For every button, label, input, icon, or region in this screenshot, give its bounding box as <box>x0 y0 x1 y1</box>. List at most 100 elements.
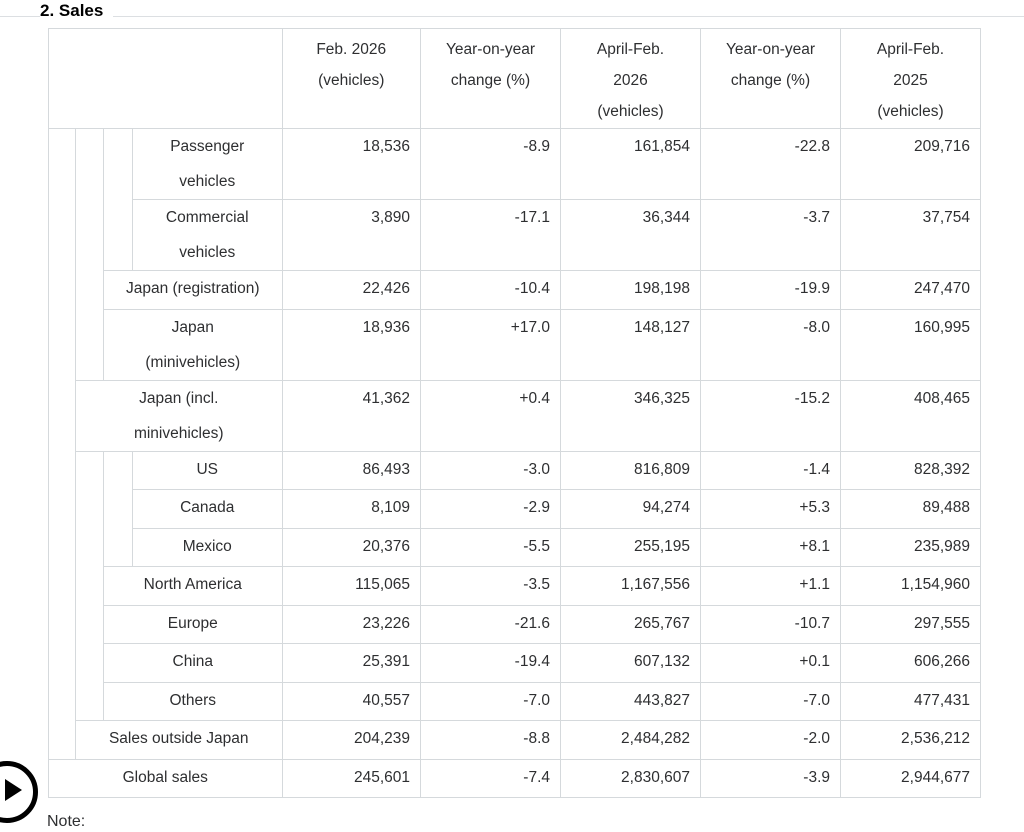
value-cell: -3.7 <box>700 199 841 271</box>
value-cell: +17.0 <box>420 308 561 381</box>
column-header: April-Feb. 2025 (vehicles) <box>840 28 981 129</box>
page-title: 2. Sales <box>40 1 114 21</box>
table-row: Japan (registration) 22,426 -10.4 198,19… <box>49 270 981 310</box>
table-row: China 25,391 -19.4 607,132 +0.1 606,266 <box>49 643 981 683</box>
row-label: Europe <box>103 604 283 644</box>
table-row: Others 40,557 -7.0 443,827 -7.0 477,431 <box>49 681 981 721</box>
value-cell: -5.5 <box>420 527 561 567</box>
value-cell: 235,989 <box>840 527 981 567</box>
indent-cell <box>103 128 133 271</box>
column-header: Year-on-year change (%) <box>700 28 841 129</box>
value-cell: 1,167,556 <box>560 566 701 606</box>
value-cell: 37,754 <box>840 199 981 271</box>
table-row: Global sales 245,601 -7.4 2,830,607 -3.9… <box>48 758 981 798</box>
value-cell: 115,065 <box>281 566 421 606</box>
value-cell: +0.4 <box>420 379 561 452</box>
row-label: US <box>132 450 283 490</box>
value-cell: 89,488 <box>840 489 981 529</box>
value-cell: 161,854 <box>560 128 701 200</box>
value-cell: 2,536,212 <box>840 720 981 760</box>
row-label: Passenger vehicles <box>132 128 283 200</box>
value-cell: -7.0 <box>420 681 561 721</box>
value-cell: 2,830,607 <box>560 758 701 798</box>
value-cell: -10.4 <box>420 270 561 310</box>
value-cell: 247,470 <box>840 270 981 310</box>
value-cell: -19.4 <box>420 643 561 683</box>
indent-cell <box>75 128 104 381</box>
row-label: Global sales <box>48 758 283 798</box>
row-label: Commercial vehicles <box>132 199 283 271</box>
value-cell: +0.1 <box>700 643 841 683</box>
value-cell: -10.7 <box>700 604 841 644</box>
value-cell: -8.8 <box>420 720 561 760</box>
value-cell: -8.9 <box>420 128 561 200</box>
value-cell: 94,274 <box>560 489 701 529</box>
note-label: Note: <box>47 813 86 830</box>
value-cell: 25,391 <box>281 643 421 683</box>
value-cell: 2,484,282 <box>560 720 701 760</box>
column-header: Feb. 2026 (vehicles) <box>281 28 421 129</box>
value-cell: 606,266 <box>840 643 981 683</box>
value-cell: -2.0 <box>700 720 841 760</box>
value-cell: 20,376 <box>281 527 421 567</box>
row-label: Sales outside Japan <box>75 720 283 760</box>
indent-cell <box>75 450 104 721</box>
value-cell: -7.0 <box>700 681 841 721</box>
corner-cell <box>48 28 283 129</box>
play-button[interactable] <box>0 761 38 823</box>
value-cell: -3.0 <box>420 450 561 490</box>
sales-table: Feb. 2026 (vehicles) Year-on-year change… <box>48 28 981 798</box>
value-cell: -19.9 <box>700 270 841 310</box>
value-cell: 41,362 <box>281 379 421 452</box>
value-cell: 36,344 <box>560 199 701 271</box>
value-cell: 86,493 <box>281 450 421 490</box>
value-cell: -3.9 <box>700 758 841 798</box>
value-cell: 255,195 <box>560 527 701 567</box>
value-cell: 828,392 <box>840 450 981 490</box>
value-cell: 2,944,677 <box>840 758 981 798</box>
value-cell: -15.2 <box>700 379 841 452</box>
table-row: Europe 23,226 -21.6 265,767 -10.7 297,55… <box>49 604 981 644</box>
value-cell: +8.1 <box>700 527 841 567</box>
row-label: Canada <box>132 489 283 529</box>
value-cell: 40,557 <box>281 681 421 721</box>
value-cell: +5.3 <box>700 489 841 529</box>
table-row: Commercial vehicles 3,890 -17.1 36,344 -… <box>49 199 981 271</box>
value-cell: 816,809 <box>560 450 701 490</box>
table-row: Japan (minivehicles) 18,936 +17.0 148,12… <box>49 308 981 381</box>
column-header: April-Feb. 2026 (vehicles) <box>560 28 701 129</box>
table-row: Canada 8,109 -2.9 94,274 +5.3 89,488 <box>49 489 981 529</box>
value-cell: 443,827 <box>560 681 701 721</box>
value-cell: -22.8 <box>700 128 841 200</box>
row-label: North America <box>103 566 283 606</box>
value-cell: -1.4 <box>700 450 841 490</box>
header-row: Feb. 2026 (vehicles) Year-on-year change… <box>48 28 981 129</box>
value-cell: 245,601 <box>281 758 421 798</box>
indent-cell <box>103 450 133 567</box>
row-label: Japan (registration) <box>103 270 283 310</box>
table-row: Mexico 20,376 -5.5 255,195 +8.1 235,989 <box>49 527 981 567</box>
value-cell: -8.0 <box>700 308 841 381</box>
value-cell: 8,109 <box>281 489 421 529</box>
value-cell: 18,536 <box>281 128 421 200</box>
value-cell: -2.9 <box>420 489 561 529</box>
row-label: Japan (incl. minivehicles) <box>75 379 283 452</box>
value-cell: 3,890 <box>281 199 421 271</box>
section-divider <box>0 16 1024 17</box>
table-row: North America 115,065 -3.5 1,167,556 +1.… <box>49 566 981 606</box>
indent-cell <box>48 128 76 760</box>
value-cell: 607,132 <box>560 643 701 683</box>
value-cell: 18,936 <box>281 308 421 381</box>
value-cell: -7.4 <box>420 758 561 798</box>
row-label: Others <box>103 681 283 721</box>
value-cell: 160,995 <box>840 308 981 381</box>
value-cell: 148,127 <box>560 308 701 381</box>
column-header: Year-on-year change (%) <box>420 28 561 129</box>
value-cell: 1,154,960 <box>840 566 981 606</box>
table-row: Sales outside Japan 204,239 -8.8 2,484,2… <box>49 720 981 760</box>
table-row: Passenger vehicles 18,536 -8.9 161,854 -… <box>48 128 981 760</box>
value-cell: 204,239 <box>281 720 421 760</box>
play-icon <box>5 779 22 801</box>
value-cell: 477,431 <box>840 681 981 721</box>
row-label: China <box>103 643 283 683</box>
